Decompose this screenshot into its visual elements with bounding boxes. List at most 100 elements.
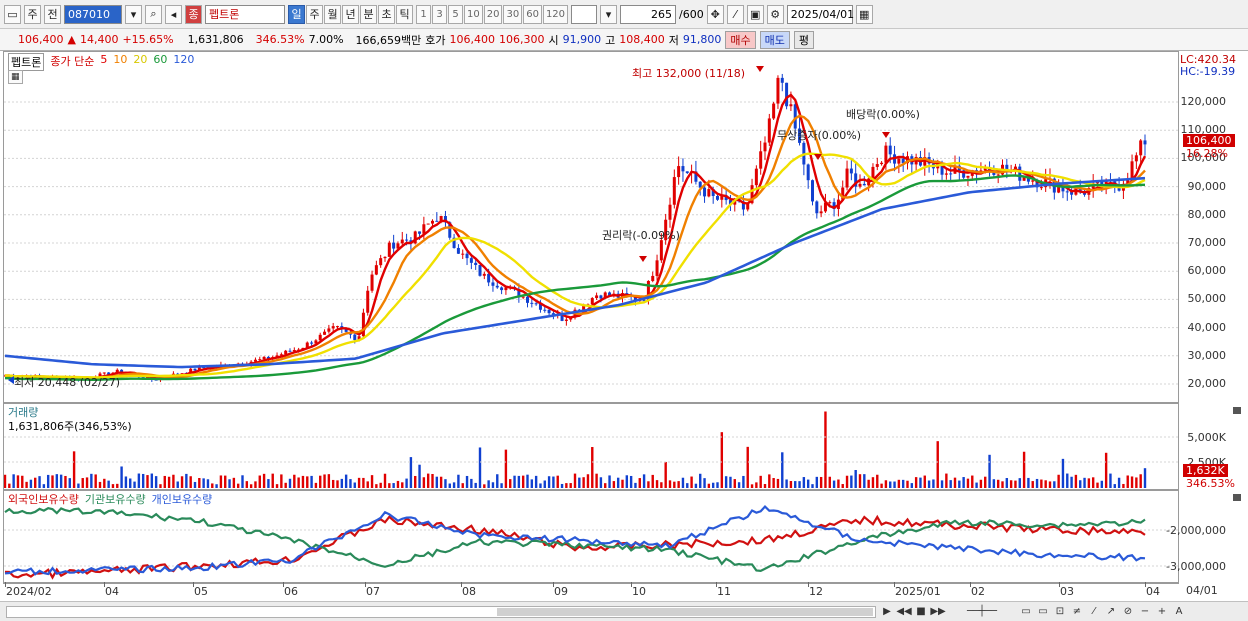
font-size-icon[interactable]: A: [1175, 605, 1183, 617]
line-tool-icon[interactable]: ⁄: [1093, 605, 1095, 617]
ma20-label: 20: [133, 53, 148, 66]
own-tick-3m: -3,000,000: [1166, 560, 1226, 573]
x-axis-tick: [553, 582, 554, 587]
layout-icon[interactable]: ▭: [1021, 605, 1031, 617]
period-count-button[interactable]: 30: [503, 4, 523, 24]
low-label: 저: [668, 33, 679, 47]
price-tick-label: 110,000: [1180, 123, 1227, 137]
volume-value: 1,631,806: [187, 33, 244, 46]
quote-bar: 106,400 ▲ 14,400 +15.65% 1,631,806 346.5…: [0, 29, 1248, 51]
interval-button[interactable]: 틱: [396, 4, 413, 24]
ma5-label: 5: [100, 53, 108, 66]
volume-current-tag: 1,632K: [1183, 464, 1228, 477]
ask-price: 106,400: [449, 33, 496, 46]
arrow-tool-icon[interactable]: ↗: [1106, 605, 1116, 617]
period-count-button[interactable]: 20: [483, 4, 503, 24]
period-count-button[interactable]: 60: [523, 4, 542, 24]
interval-button[interactable]: 월: [324, 4, 341, 24]
rewind-icon[interactable]: ◀◀: [896, 605, 912, 617]
volume-pane[interactable]: [3, 403, 1179, 490]
current-price-tag: 106,400: [1183, 134, 1235, 147]
split-icon[interactable]: ▭: [1038, 605, 1048, 617]
zoom-slider[interactable]: ──┼──: [966, 605, 998, 617]
fit-icon[interactable]: ⊡: [1055, 605, 1065, 617]
stock-name-field[interactable]: 펩트론: [205, 4, 285, 24]
count-total: /600: [679, 7, 704, 21]
stock-code-input[interactable]: 087010: [64, 4, 122, 24]
calendar-icon[interactable]: ▦: [855, 4, 873, 24]
prev-button[interactable]: 전: [44, 4, 61, 24]
period-count-button[interactable]: 10: [464, 4, 483, 24]
institution-legend: 기관보유수량: [84, 493, 146, 506]
period-button[interactable]: 주: [24, 4, 41, 24]
period-count-button[interactable]: 120: [542, 4, 569, 24]
dividend-annotation: 배당락(0.00%): [846, 108, 920, 121]
x-axis-label: 04: [1146, 585, 1160, 598]
save-icon[interactable]: ▣: [746, 4, 764, 24]
trade-amount: 166,659백만: [355, 33, 422, 47]
zoom-out-icon[interactable]: −: [1140, 605, 1150, 617]
x-axis-tick: [970, 582, 971, 587]
lc-label: LC:420.34: [1180, 53, 1237, 66]
blank-field[interactable]: [571, 4, 598, 24]
crosshair-icon[interactable]: ✥: [706, 4, 724, 24]
zoom-in-icon[interactable]: +: [1157, 605, 1167, 617]
x-axis-label: 03: [1060, 585, 1074, 598]
gear-icon[interactable]: ⚙: [766, 4, 784, 24]
x-axis-label: 02: [971, 585, 985, 598]
x-axis-label: 10: [632, 585, 646, 598]
num-dropdown-icon[interactable]: ▾: [600, 4, 618, 24]
volume-tick-5000k: 5,000K: [1187, 431, 1226, 444]
count-input[interactable]: 265: [620, 4, 677, 24]
horizontal-scrollbar[interactable]: [6, 606, 876, 618]
buy-button[interactable]: 매수: [725, 30, 756, 49]
period-count-button[interactable]: 1: [416, 4, 431, 24]
scale-icon[interactable]: ≠: [1072, 605, 1082, 617]
fast-forward-icon[interactable]: ▶▶: [930, 605, 946, 617]
interval-button[interactable]: 초: [378, 4, 395, 24]
interval-button[interactable]: 분: [360, 4, 377, 24]
pane-close-icon: [1233, 494, 1241, 501]
stop-icon[interactable]: ■: [916, 605, 926, 617]
hc-label: HC:-19.39: [1180, 65, 1236, 78]
interval-button[interactable]: 년: [342, 4, 359, 24]
sell-button[interactable]: 매도: [759, 30, 790, 49]
high-annotation: 최고 132,000 (11/18): [632, 67, 746, 80]
draw-tool-icon[interactable]: ⁄: [726, 4, 744, 24]
price-tick-label: 80,000: [1187, 207, 1227, 221]
ma-title: 종가 단순: [50, 55, 95, 68]
x-axis-tick: [283, 582, 284, 587]
interval-button[interactable]: 일: [288, 4, 305, 24]
volume-current-pct: 346.53%: [1186, 477, 1235, 490]
ma10-label: 10: [113, 53, 128, 66]
high-label: 고: [605, 33, 616, 47]
x-axis-right-label: 04/01: [1186, 584, 1218, 597]
name-prefix-badge[interactable]: 종: [185, 4, 202, 24]
high-price: 108,400: [619, 33, 665, 46]
code-dropdown-icon[interactable]: ▾: [125, 4, 142, 24]
eval-button[interactable]: 평: [793, 30, 815, 49]
play-icon[interactable]: ▶: [883, 605, 891, 617]
speaker-icon[interactable]: ◂: [165, 4, 182, 24]
x-axis-label: 2025/01: [895, 585, 941, 598]
ownership-legend: 외국인보유수량 기관보유수량 개인보유수량: [8, 491, 212, 507]
scrollbar-thumb[interactable]: [497, 608, 873, 616]
foreign-legend: 외국인보유수량: [8, 493, 79, 506]
window-icon[interactable]: ▭: [4, 4, 21, 24]
price-tick-label: 40,000: [1187, 320, 1227, 334]
date-input[interactable]: 2025/04/01: [786, 4, 854, 24]
period-count-button[interactable]: 3: [432, 4, 447, 24]
price-legend: 펩트론 종가 단순 5 10 20 60 120: [8, 53, 195, 71]
ownership-pane[interactable]: [3, 490, 1179, 583]
table-icon[interactable]: ▦: [8, 70, 23, 84]
bottom-scroll-bar: ▶ ◀◀ ■ ▶▶ ──┼── ▭ ▭ ⊡ ≠ ⁄ ↗ ⊘ − + A: [0, 601, 1248, 621]
price-pane[interactable]: [3, 51, 1179, 403]
price-tick-label: 50,000: [1187, 292, 1227, 306]
x-axis-tick: [461, 582, 462, 587]
rights-annotation: 권리락(-0.09%): [602, 229, 680, 242]
period-count-button[interactable]: 5: [448, 4, 463, 24]
interval-button[interactable]: 주: [306, 4, 323, 24]
search-icon[interactable]: ⌕: [145, 4, 162, 24]
zoom-reset-icon[interactable]: ⊘: [1123, 605, 1133, 617]
